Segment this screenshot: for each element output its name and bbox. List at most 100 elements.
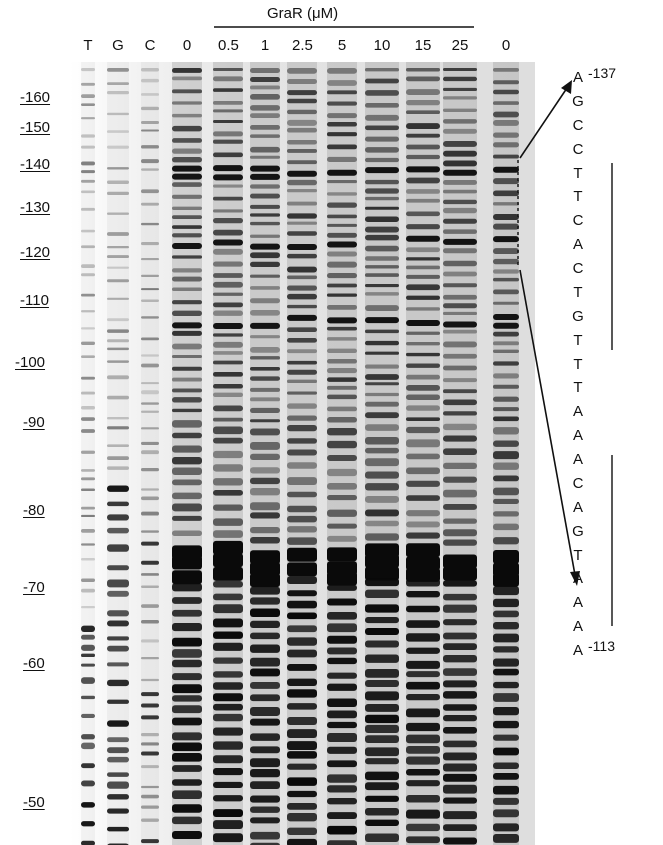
gel-band xyxy=(81,273,95,277)
position-label-4: -120 xyxy=(20,244,51,261)
gel-band xyxy=(107,620,129,627)
sequence-base: A xyxy=(572,594,583,612)
sequence-base: A xyxy=(572,236,583,254)
gel-band xyxy=(493,427,519,435)
gel-band xyxy=(213,109,243,113)
sequence-base: C xyxy=(572,116,584,134)
gel-band xyxy=(213,76,243,82)
gel-band xyxy=(406,166,440,173)
gel-band xyxy=(493,773,519,780)
gel-band xyxy=(141,751,159,756)
gel-band xyxy=(250,526,280,534)
gel-band xyxy=(406,591,440,598)
gel-band xyxy=(141,805,159,809)
gel-band xyxy=(172,125,202,132)
gel-band xyxy=(493,693,519,702)
gel-band xyxy=(213,671,243,678)
gel-band xyxy=(250,795,280,803)
gel-band xyxy=(327,359,357,364)
gel-band xyxy=(81,663,95,667)
gel-band xyxy=(107,444,129,448)
sequence-base: C xyxy=(572,260,584,277)
gel-band xyxy=(493,734,519,741)
gel-band xyxy=(443,311,477,315)
gel-band xyxy=(250,94,280,100)
gel-band xyxy=(327,232,357,238)
gel-band xyxy=(327,428,357,436)
gel-band xyxy=(250,125,280,130)
gel-band xyxy=(443,489,477,498)
gel-band xyxy=(81,644,95,651)
gel-band xyxy=(287,590,317,597)
gel-band xyxy=(406,745,440,754)
gel-band xyxy=(365,566,399,581)
gel-band xyxy=(81,264,95,269)
gel-band xyxy=(493,202,519,206)
gel-band xyxy=(287,231,317,236)
gel-band xyxy=(365,114,399,121)
gel-band xyxy=(365,329,399,334)
gel-band xyxy=(213,490,243,496)
gel-band xyxy=(327,251,357,257)
gel-band xyxy=(250,512,280,519)
gel-band xyxy=(406,693,440,701)
gel-band xyxy=(141,541,159,546)
gel-band xyxy=(443,680,477,688)
gel-band xyxy=(406,331,440,335)
gel-band xyxy=(250,322,280,329)
gel-band xyxy=(172,89,202,94)
gel-band xyxy=(172,717,202,726)
gel-band xyxy=(287,415,317,421)
sequence-base: T xyxy=(573,355,583,373)
sequence-base: A xyxy=(572,403,583,421)
gel-band xyxy=(250,286,280,290)
gel-band xyxy=(107,329,129,333)
gel-lanes xyxy=(81,62,519,845)
gel-band xyxy=(287,179,317,186)
gel-band xyxy=(250,213,280,217)
gel-band xyxy=(287,526,317,533)
gel-band xyxy=(365,691,399,701)
sequence-base: T xyxy=(573,283,583,301)
gel-band xyxy=(81,840,95,845)
gel-band xyxy=(107,456,129,461)
gel-band xyxy=(107,565,129,571)
gel-band xyxy=(213,741,243,750)
gel-band xyxy=(250,758,280,768)
gel-band xyxy=(327,394,357,400)
gel-band xyxy=(213,437,243,444)
gel-band xyxy=(493,622,519,630)
gel-band xyxy=(493,178,519,185)
gel-band xyxy=(250,184,280,189)
gel-band xyxy=(493,213,519,220)
gel-band xyxy=(81,821,95,827)
gel-band xyxy=(365,68,399,72)
gel-band xyxy=(172,765,202,772)
gel-band xyxy=(107,90,129,95)
gel-band xyxy=(172,113,202,118)
gel-band xyxy=(287,149,317,153)
gel-band xyxy=(287,68,317,74)
gel-band xyxy=(172,276,202,282)
gel-band xyxy=(172,804,202,813)
gel-band xyxy=(406,439,440,448)
gel-band xyxy=(493,511,519,517)
gel-band xyxy=(172,445,202,453)
gel-band xyxy=(493,322,519,329)
gel-band xyxy=(493,586,519,596)
gel-band xyxy=(213,392,243,397)
gel-band xyxy=(406,76,440,82)
gel-band xyxy=(443,668,477,676)
gel-band xyxy=(365,483,399,491)
sequence-base: C xyxy=(572,212,584,230)
gel-band xyxy=(213,351,243,355)
gel-band xyxy=(406,620,440,628)
gel-band xyxy=(443,76,477,82)
gel-band xyxy=(213,426,243,435)
gel-band xyxy=(493,349,519,353)
gel-band xyxy=(443,218,477,224)
gel-band xyxy=(327,113,357,119)
gel-band xyxy=(250,173,280,180)
